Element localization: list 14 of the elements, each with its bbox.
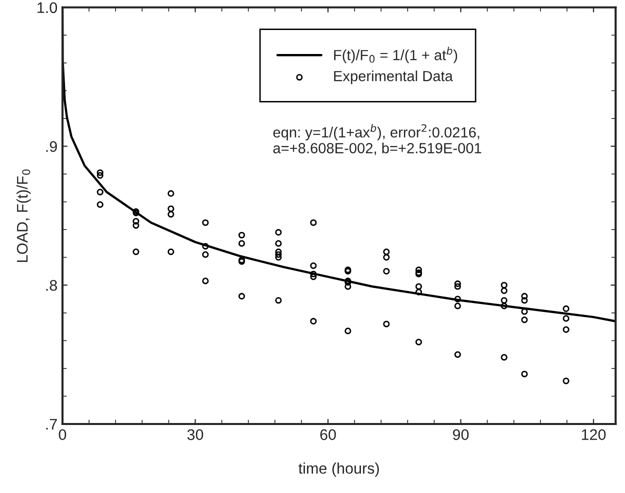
x-tick-label: 30 <box>187 429 204 440</box>
legend-label: Experimental Data <box>334 70 453 84</box>
y-axis-title: LOAD, F(t)/F$_{0}$ <box>16 169 31 262</box>
annotation: eqn: y=1/(1+ax$^{b}$), error$^{2}$:0.0216, a=+8.608E-002, b=+2.519E-001 <box>273 124 482 156</box>
x-axis-title: time (hours) <box>298 462 379 477</box>
y-tick-label: .8 <box>46 280 57 291</box>
x-tick-label: 60 <box>320 429 336 440</box>
x-tick-label: 90 <box>452 429 469 440</box>
y-tick-label: 1.0 <box>38 2 58 14</box>
legend-label: F(t)/F$_{0}$ = 1/(1 + at$^{b}$) <box>334 46 458 64</box>
y-tick-label: .9 <box>46 141 57 152</box>
y-tick-label: .7 <box>46 419 57 430</box>
x-tick-label: 0 <box>58 429 66 440</box>
x-tick-label: 120 <box>582 429 606 440</box>
